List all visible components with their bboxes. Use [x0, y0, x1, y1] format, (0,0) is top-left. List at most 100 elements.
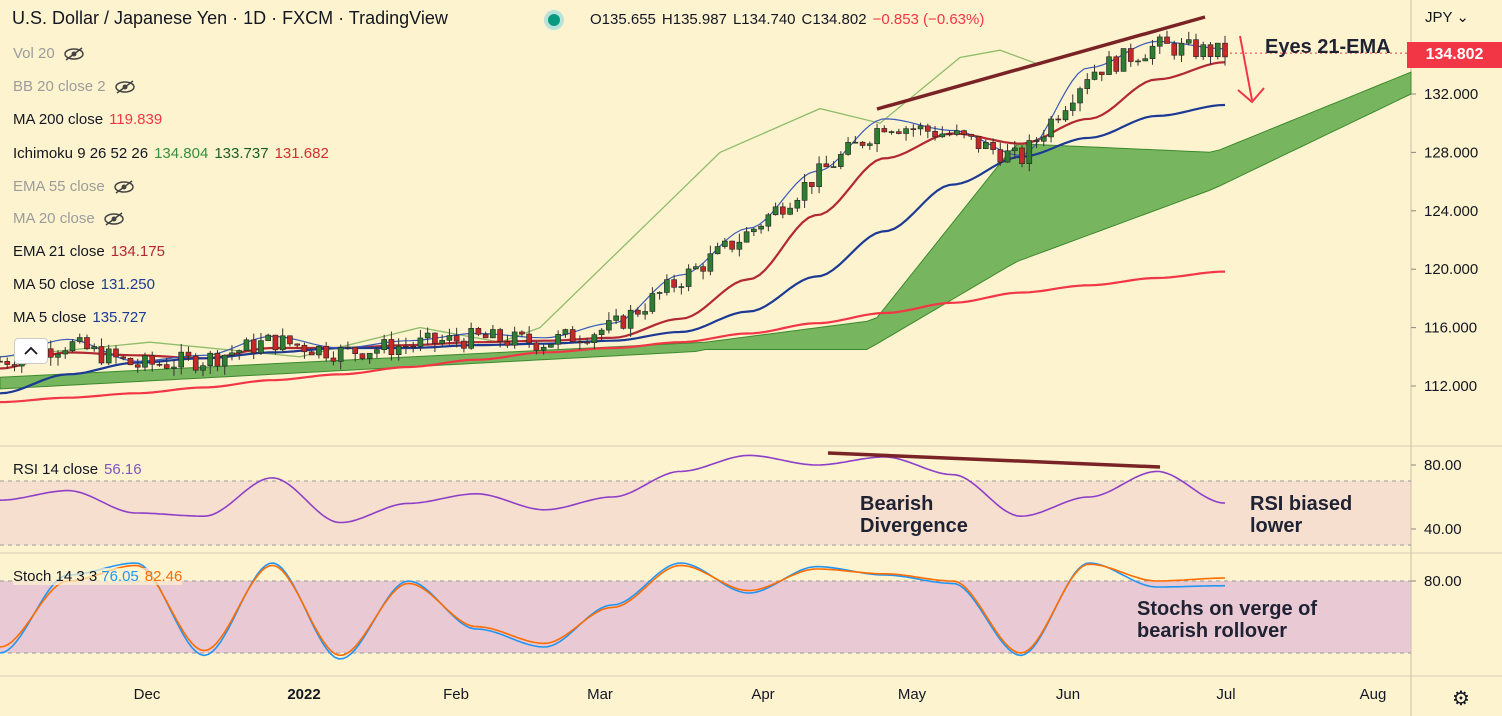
candle-body — [1091, 71, 1098, 80]
candle-body — [606, 320, 612, 331]
candle-body — [432, 332, 438, 344]
candle-body — [961, 130, 967, 135]
candle-body — [417, 337, 424, 347]
legend-ma5[interactable]: MA 5 close 135.727 — [13, 309, 147, 326]
candle-body — [142, 355, 148, 368]
candle-body — [214, 352, 221, 367]
candle-body — [366, 352, 373, 359]
stoch-d-line — [0, 563, 1226, 657]
candle-body — [845, 142, 851, 155]
candle-body — [700, 266, 706, 272]
eye-hidden-icon[interactable] — [103, 212, 125, 226]
candle-body — [1171, 43, 1178, 56]
legend-bb[interactable]: BB 20 close 2 — [13, 78, 136, 95]
candle-body — [287, 335, 293, 345]
currency-selector[interactable]: JPY ⌄ — [1425, 9, 1469, 26]
candle-body — [76, 337, 83, 342]
candle-body — [200, 365, 206, 371]
candle-body — [954, 130, 960, 135]
candle-body — [1040, 136, 1047, 142]
candle-body — [830, 166, 837, 168]
candle-body — [917, 125, 924, 130]
candle-body — [1120, 48, 1127, 72]
candle-body — [55, 353, 61, 358]
eye-hidden-icon[interactable] — [114, 80, 136, 94]
candle-body — [533, 342, 540, 351]
rsi-axis-tick-label: 40.00 — [1424, 521, 1462, 538]
month-label: Feb — [443, 686, 469, 703]
candle-body — [540, 346, 547, 351]
annotation-divergence-2: Divergence — [860, 515, 968, 537]
ma200-line — [0, 270, 1226, 404]
chevron-up-icon — [24, 346, 38, 355]
candle-body — [932, 131, 938, 138]
last-price-badge: 134.802 — [1407, 42, 1502, 68]
rsi-line — [0, 454, 1226, 524]
candle-body — [91, 346, 98, 350]
legend-ema21[interactable]: EMA 21 close 134.175 — [13, 243, 165, 260]
candle-body — [337, 347, 344, 362]
candle-body — [765, 214, 772, 227]
legend-vol[interactable]: Vol 20 — [13, 45, 85, 62]
candle-body — [1149, 45, 1156, 59]
legend-rsi[interactable]: RSI 14 close 56.16 — [13, 461, 142, 478]
candle-body — [511, 331, 518, 346]
candle-body — [84, 337, 90, 350]
gear-icon[interactable]: ⚙ — [1452, 688, 1470, 710]
ohlc-close: C134.802 — [801, 11, 867, 28]
candle-body — [707, 253, 714, 272]
candle-body — [308, 351, 315, 356]
chevron-down-icon: ⌄ — [1456, 9, 1469, 26]
candle-body — [598, 329, 605, 335]
candle-body — [504, 341, 511, 346]
candle-body — [69, 341, 76, 352]
month-label: May — [897, 686, 927, 703]
annotation-eyes-ema: Eyes 21-EMA — [1265, 36, 1391, 58]
candle-body — [323, 345, 329, 359]
candle-body — [577, 341, 583, 344]
candle-body — [881, 128, 888, 133]
candle-body — [461, 340, 467, 349]
candle-body — [1200, 44, 1207, 57]
candle-body — [98, 346, 105, 364]
candle-body — [446, 335, 453, 341]
candle-body — [838, 154, 844, 167]
eye-hidden-icon[interactable] — [63, 47, 85, 61]
candle-body — [475, 328, 482, 335]
legend-stoch[interactable]: Stoch 14 3 3 76.05 82.46 — [13, 568, 183, 585]
candle-body — [221, 354, 228, 367]
candle-body — [526, 333, 532, 344]
legend-ma50[interactable]: MA 50 close 131.250 — [13, 276, 155, 293]
candle-body — [1193, 39, 1199, 57]
symbol-title[interactable]: U.S. Dollar / Japanese Yen · 1D · FXCM ·… — [12, 8, 448, 28]
annotation-stoch-1: Stochs on verge of — [1137, 598, 1318, 620]
eye-hidden-icon[interactable] — [113, 180, 135, 194]
candle-body — [736, 241, 743, 250]
legend-ma200[interactable]: MA 200 close 119.839 — [13, 111, 163, 128]
candle-body — [874, 128, 880, 145]
month-label: Apr — [751, 686, 775, 703]
candle-body — [664, 279, 670, 293]
candle-body — [729, 240, 735, 250]
candle-body — [722, 240, 728, 247]
candle-body — [685, 268, 692, 287]
candle-body — [1113, 56, 1120, 72]
candle-body — [11, 364, 18, 367]
candle-body — [279, 335, 286, 351]
candle-body — [497, 329, 503, 342]
candle-body — [693, 266, 699, 270]
candle-body — [678, 286, 685, 288]
legend-ichimoku[interactable]: Ichimoku 9 26 52 26 134.804 133.737 131.682 — [13, 145, 329, 162]
candle-body — [1069, 102, 1076, 111]
collapse-legend-button[interactable] — [14, 338, 48, 364]
price-axis-tick-label: 132.000 — [1424, 86, 1478, 103]
candle-body — [1214, 42, 1221, 57]
legend-ma20[interactable]: MA 20 close — [13, 210, 125, 227]
annotation-rsi-1: RSI biased — [1250, 493, 1353, 515]
legend-ema55[interactable]: EMA 55 close — [13, 178, 135, 195]
candle-body — [352, 346, 358, 354]
candle-body — [105, 348, 112, 364]
candle-body — [1055, 118, 1062, 121]
candle-body — [178, 351, 185, 368]
